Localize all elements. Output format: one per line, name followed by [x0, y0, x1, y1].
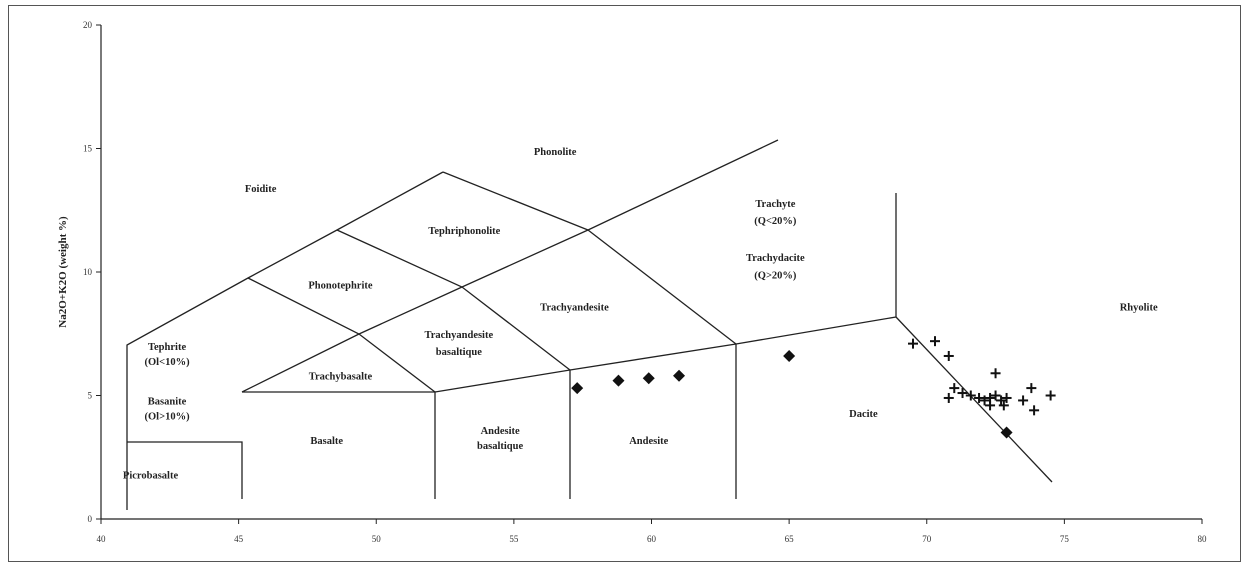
- y-tick-label: 5: [88, 391, 93, 401]
- field-label: Trachyandesite: [540, 303, 609, 314]
- field-label: (Ol>10%): [145, 411, 191, 422]
- diamond-point: [571, 382, 584, 395]
- field-label: Trachyandesite: [425, 330, 494, 341]
- boundary-tephrite-outer: [126, 171, 444, 510]
- cross-point: [949, 383, 960, 394]
- field-label: Rhyolite: [1120, 303, 1158, 314]
- boundary-dacite-top: [434, 316, 897, 393]
- field-label: basaltique: [477, 441, 523, 452]
- diamond-point: [1000, 426, 1013, 439]
- field-label: Phonotephrite: [308, 280, 373, 291]
- y-tick-label: 0: [88, 514, 93, 524]
- y-tick-label: 20: [83, 20, 93, 30]
- cross-point: [985, 400, 996, 411]
- field-label: Picrobasalte: [123, 471, 179, 482]
- cross-point: [1018, 395, 1029, 406]
- boundary-trachyandesite-right: [587, 229, 737, 345]
- cross-point: [1026, 383, 1037, 394]
- field-label: basaltique: [436, 347, 482, 358]
- field-label: Trachydacite: [746, 253, 805, 264]
- cross-point: [990, 368, 1001, 379]
- boundary-rhyolite-dacite: [895, 316, 1053, 483]
- data-points: [571, 336, 1056, 439]
- cross-point: [1029, 405, 1040, 416]
- field-label: Foidite: [245, 184, 277, 195]
- x-tick-label: 60: [647, 534, 657, 544]
- diamond-point: [783, 349, 796, 362]
- field-label: Andesite: [481, 426, 520, 437]
- x-tick-label: 45: [234, 534, 244, 544]
- y-ticks: 0 5 10 15 20: [83, 20, 101, 524]
- field-label: Andesite: [629, 436, 668, 447]
- cross-point: [930, 336, 941, 347]
- cross-point: [998, 400, 1009, 411]
- field-label: Tephriphonolite: [428, 226, 500, 237]
- cross-point: [1001, 392, 1012, 403]
- x-tick-label: 50: [372, 534, 382, 544]
- diamond-point: [673, 369, 686, 382]
- diamond-point: [642, 372, 655, 385]
- boundary-phonotephrite-cut: [247, 277, 436, 393]
- x-tick-label: 55: [509, 534, 519, 544]
- cross-point: [907, 338, 918, 349]
- x-tick-label: 75: [1060, 534, 1070, 544]
- cross-point: [943, 350, 954, 361]
- cross-point: [974, 392, 985, 403]
- field-label: Trachyte: [755, 199, 795, 210]
- cross-point: [990, 390, 1001, 401]
- x-tick-label: 70: [922, 534, 932, 544]
- field-label: Phonolite: [534, 147, 577, 158]
- x-tick-label: 80: [1198, 534, 1208, 544]
- field-labels: Foidite Phonolite Tephriphonolite Trachyte (…: [123, 147, 1158, 482]
- field-label: Trachybasalte: [309, 372, 373, 383]
- cross-point: [943, 392, 954, 403]
- boundary-phonolite-trachyte: [442, 171, 589, 231]
- x-tick-label: 65: [785, 534, 795, 544]
- y-tick-label: 15: [83, 144, 93, 154]
- diamond-point: [612, 374, 625, 387]
- field-boundaries: [126, 139, 1053, 510]
- y-axis-label: Na2O+K2O (weight %): [57, 216, 69, 328]
- field-label: (Ol<10%): [145, 357, 191, 368]
- y-tick-label: 10: [83, 267, 93, 277]
- figure-frame: [8, 5, 1241, 562]
- field-label: Basalte: [310, 436, 343, 447]
- field-label: Dacite: [849, 409, 878, 420]
- x-ticks: 40 45 50 55 60 65 70 75 80: [97, 519, 1208, 544]
- boundary-trachyte-line: [241, 139, 779, 393]
- field-label: (Q>20%): [754, 270, 797, 281]
- field-label: Basanite: [148, 396, 187, 407]
- cross-point: [957, 388, 968, 399]
- boundary-picrobasalt-top: [127, 441, 243, 499]
- boundary-tephriphonolite-cut: [336, 229, 571, 371]
- field-label: (Q<20%): [754, 216, 797, 227]
- cross-point: [1045, 390, 1056, 401]
- cross-point: [965, 390, 976, 401]
- field-label: Tephrite: [148, 342, 186, 353]
- cross-point: [979, 395, 990, 406]
- x-tick-label: 40: [97, 534, 107, 544]
